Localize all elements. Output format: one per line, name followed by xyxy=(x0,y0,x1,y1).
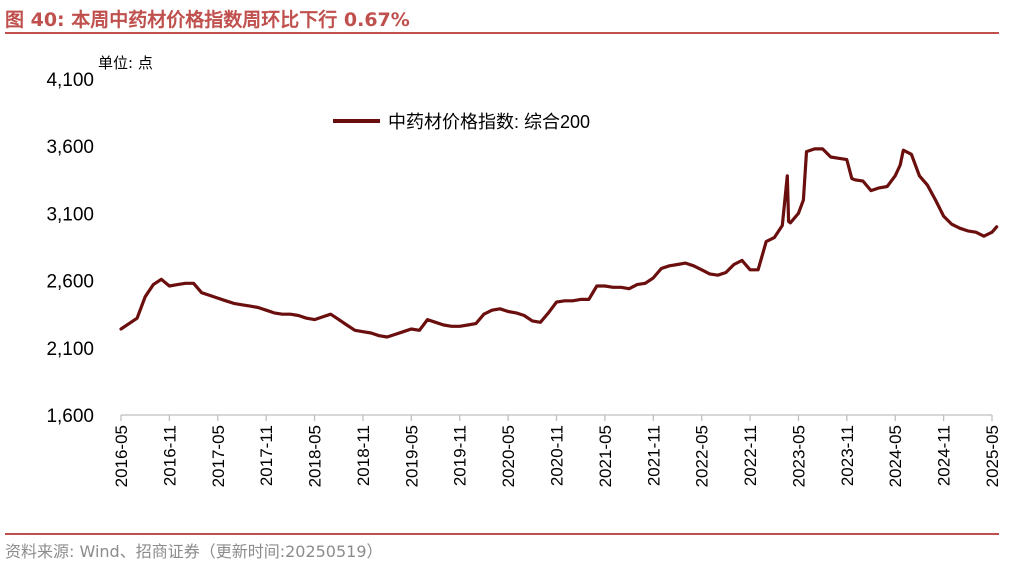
y-tick-label: 2,100 xyxy=(46,339,94,360)
legend: 中药材价格指数: 综合200 xyxy=(333,112,590,132)
y-tick-label: 2,600 xyxy=(46,272,94,293)
unit-label: 单位: 点 xyxy=(98,54,153,72)
x-tick-label: 2016-11 xyxy=(160,425,179,486)
x-tick-label: 2021-11 xyxy=(644,425,663,486)
source-note: 资料来源: Wind、招商证券（更新时间:20250519） xyxy=(5,542,383,561)
title-rule xyxy=(5,32,999,34)
x-tick-label: 2018-05 xyxy=(306,425,325,487)
x-tick-label: 2024-05 xyxy=(886,425,905,487)
x-tick-label: 2025-05 xyxy=(983,425,1002,487)
y-axis: 1,600 2,100 2,600 3,100 3,600 4,100 xyxy=(46,70,94,427)
x-tick-label: 2023-11 xyxy=(838,425,857,486)
x-tick-label: 2016-05 xyxy=(112,425,131,487)
y-tick-label: 1,600 xyxy=(46,406,94,427)
x-tick-label: 2018-11 xyxy=(354,425,373,486)
figure-title: 图 40: 本周中药材价格指数周环比下行 0.67% xyxy=(5,9,410,31)
y-tick-label: 3,600 xyxy=(46,137,94,158)
x-tick-label: 2024-11 xyxy=(935,425,954,486)
series-layer xyxy=(119,147,999,339)
x-tick-label: 2020-05 xyxy=(499,425,518,487)
x-tick-label: 2019-11 xyxy=(451,425,470,486)
x-tick-label: 2017-11 xyxy=(257,425,276,486)
y-tick-label: 4,100 xyxy=(46,70,94,91)
y-tick-label: 3,100 xyxy=(46,204,94,225)
x-tick-label: 2022-05 xyxy=(693,425,712,487)
x-tick-label: 2021-05 xyxy=(596,425,615,487)
x-tick-label: 2023-05 xyxy=(789,425,808,487)
x-tick-label: 2020-11 xyxy=(548,425,567,486)
series-line xyxy=(119,147,999,339)
legend-label: 中药材价格指数: 综合200 xyxy=(388,112,590,132)
x-tick-label: 2019-05 xyxy=(402,425,421,487)
x-tick-label: 2017-05 xyxy=(209,425,228,487)
x-axis: 2016-05 2016-11 2017-05 2017-11 2018-05 2018-… xyxy=(112,414,1002,487)
x-tick-label: 2022-11 xyxy=(741,425,760,486)
source-rule xyxy=(5,533,999,535)
